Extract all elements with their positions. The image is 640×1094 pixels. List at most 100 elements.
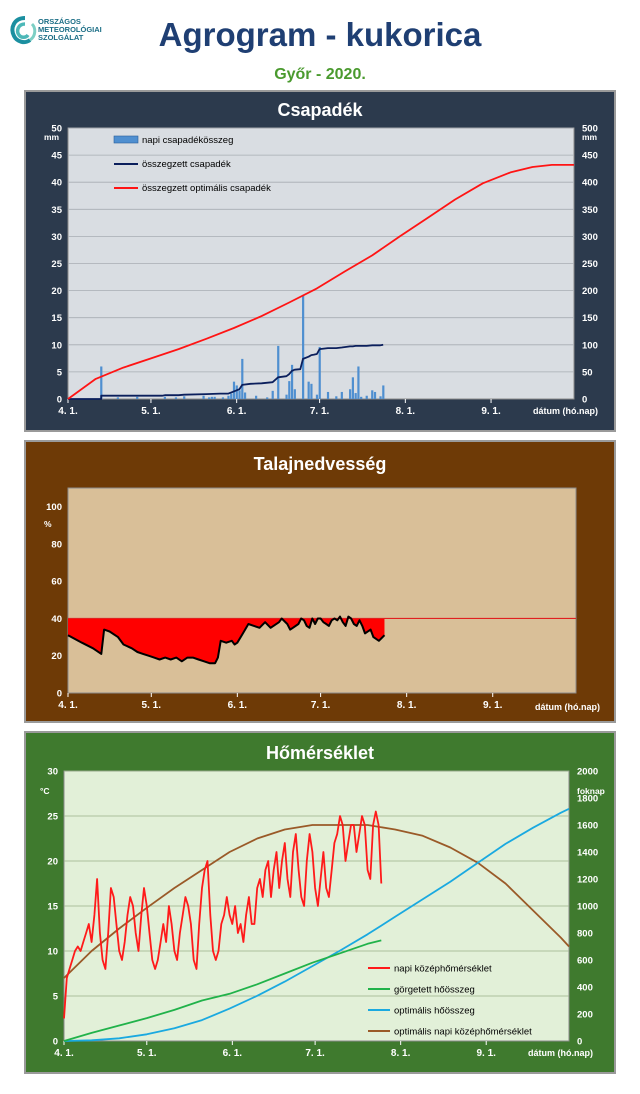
precip-bar [235,385,238,399]
page-subtitle: Győr - 2020. [274,66,366,83]
precip-bar [310,383,313,399]
precip-bar [351,377,354,399]
x-tick-label: 4. 1. [54,1048,74,1059]
y-tick-label-right: 200 [582,286,598,297]
precip-bar [232,381,236,399]
y-tick-label-right: 800 [577,929,593,940]
y-tick-label-left: 10 [47,947,58,958]
y-axis-unit-right: mm [582,132,598,142]
soil-moisture-chart: Talajnedvesség 0 20 40 60 80 100% 4. 1. 5. 1. 6. … [44,454,600,712]
plot-area [67,487,577,694]
precip-bar [163,396,166,399]
precip-bar [221,397,225,399]
y-tick-label-right: 0 [582,395,587,406]
x-tick-label: 8. 1. [396,406,416,417]
y-tick-label-right: 2000 [577,767,598,778]
y-tick-label-right: 400 [577,983,593,994]
y-tick-label-left: 20 [47,857,58,868]
y-tick-label-right: 450 [582,151,598,162]
precip-bar [285,394,288,399]
x-tick-label: 7. 1. [305,1048,325,1059]
page-title: Agrogram - kukorica [158,16,482,53]
x-tick-label: 9. 1. [483,700,503,711]
y-tick-label-left: 80 [51,539,62,550]
chart-title: Csapadék [277,100,363,120]
precip-bar [208,397,211,399]
precip-bar [243,392,247,399]
precip-bar [100,366,103,399]
precip-bar [302,294,305,399]
y-tick-label-left: 25 [47,812,58,823]
logo-text: ORSZÁGOS METEOROLÓGIAI SZOLGÁLAT [38,18,102,42]
chart-title: Talajnedvesség [254,454,387,474]
temperature-chart: Hőmérséklet 0 5 10 15 20 25 30 °C 0 200 400 600 800 10… [40,743,605,1059]
y-tick-label-left: 45 [51,151,62,162]
precip-bar [360,396,363,399]
precip-bar [349,389,352,399]
precip-bar [136,396,139,399]
y-tick-label-left: 30 [47,767,58,778]
y-tick-label-left: 15 [51,313,62,324]
x-tick-label: 6. 1. [227,406,247,417]
y-axis-unit-left: % [44,519,52,529]
soil-moisture-line [67,615,386,665]
precip-bar [373,391,377,399]
precip-bar [210,396,213,399]
y-tick-label-left: 50 [51,124,62,135]
precip-bar [174,397,178,399]
precip-bar [354,393,357,399]
y-tick-label-right: 400 [582,178,598,189]
precip-bar [371,390,374,399]
y-tick-label-left: 40 [51,614,62,625]
y-tick-label-left: 15 [47,902,58,913]
legend-label: optimális napi középhőmérséklet [394,1027,532,1038]
optimal-daily-temp-line [63,824,570,979]
daily-mean-temp-line [63,810,383,1019]
precip-bar [318,346,321,399]
precip-bar [357,366,360,399]
legend-label: görgetett hőösszeg [394,985,475,996]
y-tick-label-right: 250 [582,259,598,270]
x-axis-label: dátum (hó.nap) [535,702,600,712]
y-tick-label-right: 1400 [577,848,598,859]
y-tick-label-right: 500 [582,124,598,135]
precipitation-chart: Csapadék05101520253035404550mm0501001502… [44,100,598,417]
precip-bar [227,395,230,399]
soil-moisture-chart-panel: Talajnedvesség 0 20 40 60 80 100% 4. 1. 5. 1. 6. … [24,440,616,723]
omsz-swirl-icon [10,16,37,45]
y-tick-label-left: 0 [57,395,62,406]
y-tick-label-left: 100 [46,502,62,513]
logo-line-1: ORSZÁGOS [38,17,81,26]
x-tick-label: 7. 1. [310,406,330,417]
y-tick-label-left: 5 [53,992,59,1003]
logo-line-3: SZOLGÁLAT [38,33,84,42]
y-tick-label-right: 0 [577,1037,582,1048]
y-tick-label-right: 600 [577,956,593,967]
precip-bar [365,395,368,399]
cumulative-precip-line [68,343,384,400]
y-tick-label-left: 40 [51,178,62,189]
precip-bar [183,396,186,399]
y-tick-label-left: 20 [51,651,62,662]
x-tick-label: 9. 1. [481,406,501,417]
y-tick-label-right: 300 [582,232,598,243]
optimal-precip-line [67,164,574,400]
y-tick-label-left: 20 [51,286,62,297]
precip-bar [340,391,343,399]
x-tick-label: 6. 1. [228,700,248,711]
logo-line-2: METEOROLÓGIAI [38,25,102,34]
chart-title: Hőmérséklet [266,743,374,763]
rolling-heat-sum-line [63,939,382,1042]
precip-bar [290,364,294,399]
y-axis-unit-left: mm [44,132,60,142]
precip-bar [382,385,385,399]
x-tick-label: 9. 1. [476,1048,496,1059]
y-tick-label-left: 30 [51,232,62,243]
legend-label: összegzett csapadék [142,159,231,170]
y-tick-label-right: 1800 [577,794,598,805]
legend-label: optimális hőösszeg [394,1006,475,1017]
precip-bar [315,394,319,399]
y-axis-unit-left: °C [40,786,50,796]
precip-bar [116,397,119,399]
x-tick-label: 7. 1. [311,700,331,711]
